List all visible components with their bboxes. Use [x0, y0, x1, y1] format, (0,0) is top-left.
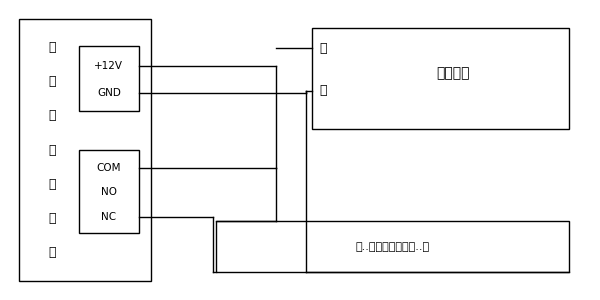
- Text: 禁: 禁: [49, 143, 56, 157]
- Text: 单: 单: [49, 41, 56, 54]
- Text: 器: 器: [49, 246, 56, 259]
- Text: NC: NC: [101, 212, 116, 222]
- Bar: [217, 221, 569, 272]
- Text: +12V: +12V: [94, 61, 124, 70]
- Text: GND: GND: [97, 88, 121, 98]
- Text: 正: 正: [319, 42, 326, 55]
- Text: 门: 门: [49, 75, 56, 88]
- Bar: [19, 19, 151, 281]
- Bar: [79, 150, 139, 233]
- Bar: [312, 28, 569, 129]
- Text: COM: COM: [97, 163, 121, 173]
- Text: 负: 负: [319, 84, 326, 97]
- Text: 原装电源: 原装电源: [436, 67, 470, 81]
- Text: NO: NO: [101, 187, 117, 196]
- Text: 制: 制: [49, 212, 56, 225]
- Bar: [79, 46, 139, 111]
- Text: 正..断电开锁型电锁..负: 正..断电开锁型电锁..负: [356, 242, 430, 252]
- Text: 门: 门: [49, 109, 56, 122]
- Text: 控: 控: [49, 178, 56, 191]
